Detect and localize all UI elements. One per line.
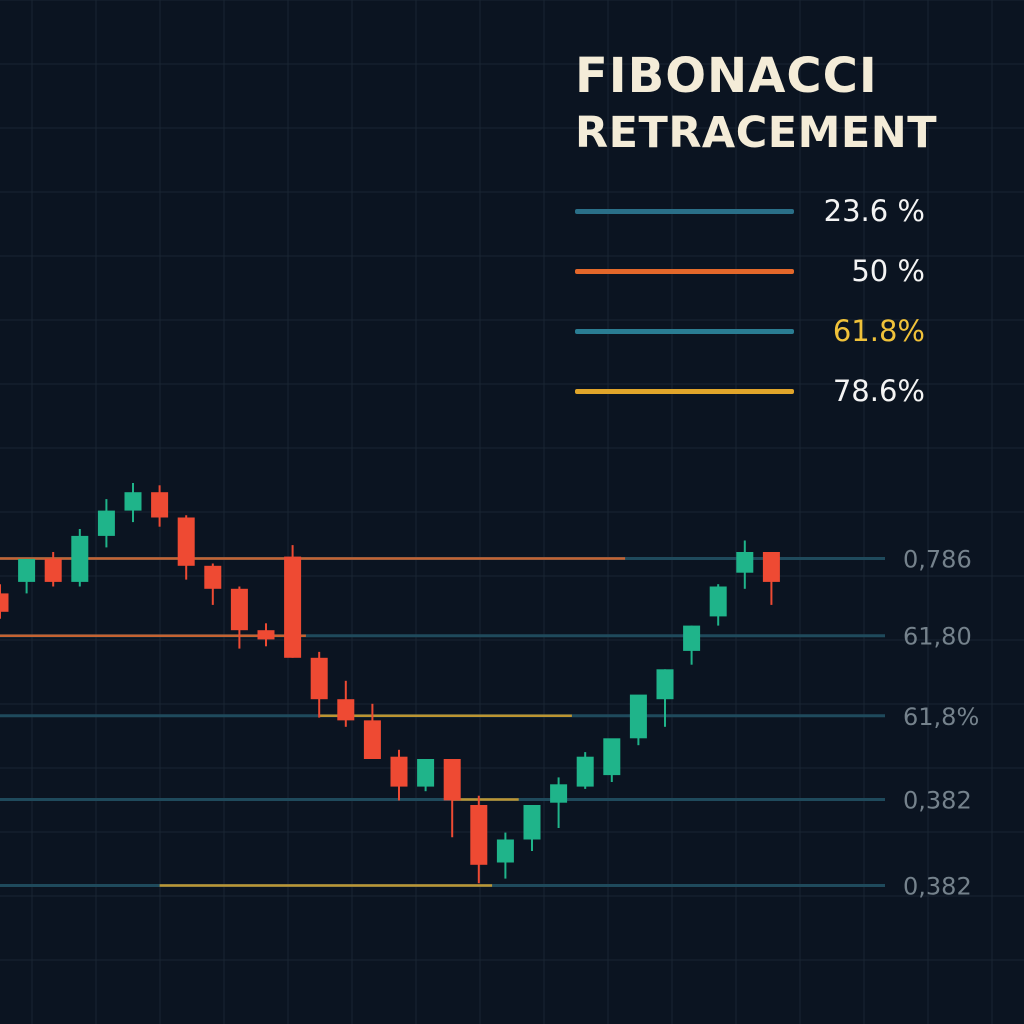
legend-label: 61.8% (832, 314, 925, 348)
bullish-candle (629, 694, 647, 746)
candle-body (151, 492, 169, 518)
bearish-candle (443, 759, 461, 838)
bearish-candle (390, 749, 408, 801)
candle-body (762, 552, 780, 582)
bullish-candle (417, 759, 435, 792)
candle-body (124, 492, 142, 511)
candle-body (363, 720, 381, 759)
bearish-candle (310, 651, 328, 718)
candle-body (550, 784, 568, 803)
bearish-candle (0, 584, 9, 619)
candles (0, 483, 780, 884)
fibonacci-levels (0, 556, 885, 887)
bullish-candle (18, 558, 36, 594)
candle-body (470, 805, 488, 865)
legend-label: 23.6 % (823, 194, 925, 228)
bearish-candle (470, 795, 488, 884)
legend-swatch (575, 389, 794, 394)
chart-title: FIBONACCI RETRACEMENT (575, 52, 937, 155)
candle-body (417, 759, 435, 787)
candle-body (44, 558, 62, 582)
bullish-candle (709, 584, 727, 626)
level-labels: 0,786 61,80 61,8% 0,382 0,382 (903, 545, 979, 900)
legend-item: 50 % (575, 254, 955, 314)
candle-body (97, 510, 115, 536)
bearish-candle (230, 586, 248, 649)
legend-swatch (575, 269, 794, 274)
legend-item: 23.6 % (575, 194, 955, 254)
fib-level-label: 61,8% (903, 703, 979, 731)
fib-level-label: 0,786 (903, 545, 972, 573)
candle-body (390, 756, 408, 787)
legend-label: 78.6% (832, 374, 925, 408)
legend-swatch (575, 329, 794, 334)
candle-body (736, 552, 754, 573)
bullish-candle (683, 625, 701, 665)
bullish-candle (496, 832, 514, 879)
candle-body (337, 699, 355, 721)
candle-body (496, 839, 514, 863)
bearish-candle (363, 703, 381, 759)
legend-swatch (575, 209, 794, 214)
bullish-candle (576, 752, 594, 789)
fib-level-label: 0,382 (903, 786, 972, 814)
candle-body (310, 657, 328, 700)
candle-body (603, 738, 621, 776)
bearish-candle (151, 485, 169, 527)
bullish-candle (603, 738, 621, 782)
legend-item: 78.6% (575, 374, 955, 434)
candle-body (284, 556, 302, 658)
candle-body (177, 517, 195, 566)
bearish-candle (762, 552, 780, 605)
candle-body (443, 759, 461, 801)
bearish-candle (204, 563, 222, 605)
chart-title-line1: FIBONACCI (575, 48, 878, 104)
candle-body (18, 558, 36, 582)
bullish-candle (656, 669, 674, 727)
chart-title-line2: RETRACEMENT (575, 108, 938, 158)
candle-body (523, 805, 541, 840)
bullish-candle (71, 529, 89, 587)
fib-level-label: 0,382 (903, 873, 972, 901)
candle-body (683, 625, 701, 651)
candle-body (656, 669, 674, 700)
bullish-candle (97, 499, 115, 548)
legend-label: 50 % (851, 254, 925, 288)
candle-body (0, 593, 9, 612)
bullish-candle (550, 777, 568, 828)
candle-body (709, 586, 727, 617)
bullish-candle (736, 540, 754, 589)
legend-item: 61.8% (575, 314, 955, 374)
candle-body (257, 630, 275, 640)
bullish-candle (523, 805, 541, 851)
candle-body (230, 588, 248, 631)
bearish-candle (337, 680, 355, 727)
legend: 23.6 % 50 % 61.8% 78.6% (575, 194, 955, 434)
bullish-candle (124, 483, 142, 523)
bearish-candle (44, 552, 62, 587)
candle-body (71, 535, 89, 582)
bearish-candle (177, 515, 195, 580)
fib-level-label: 61,80 (903, 623, 972, 651)
candle-body (629, 694, 647, 739)
candle-body (576, 756, 594, 787)
bearish-candle (257, 623, 275, 647)
candle-body (204, 565, 222, 589)
bearish-candle (284, 545, 302, 658)
